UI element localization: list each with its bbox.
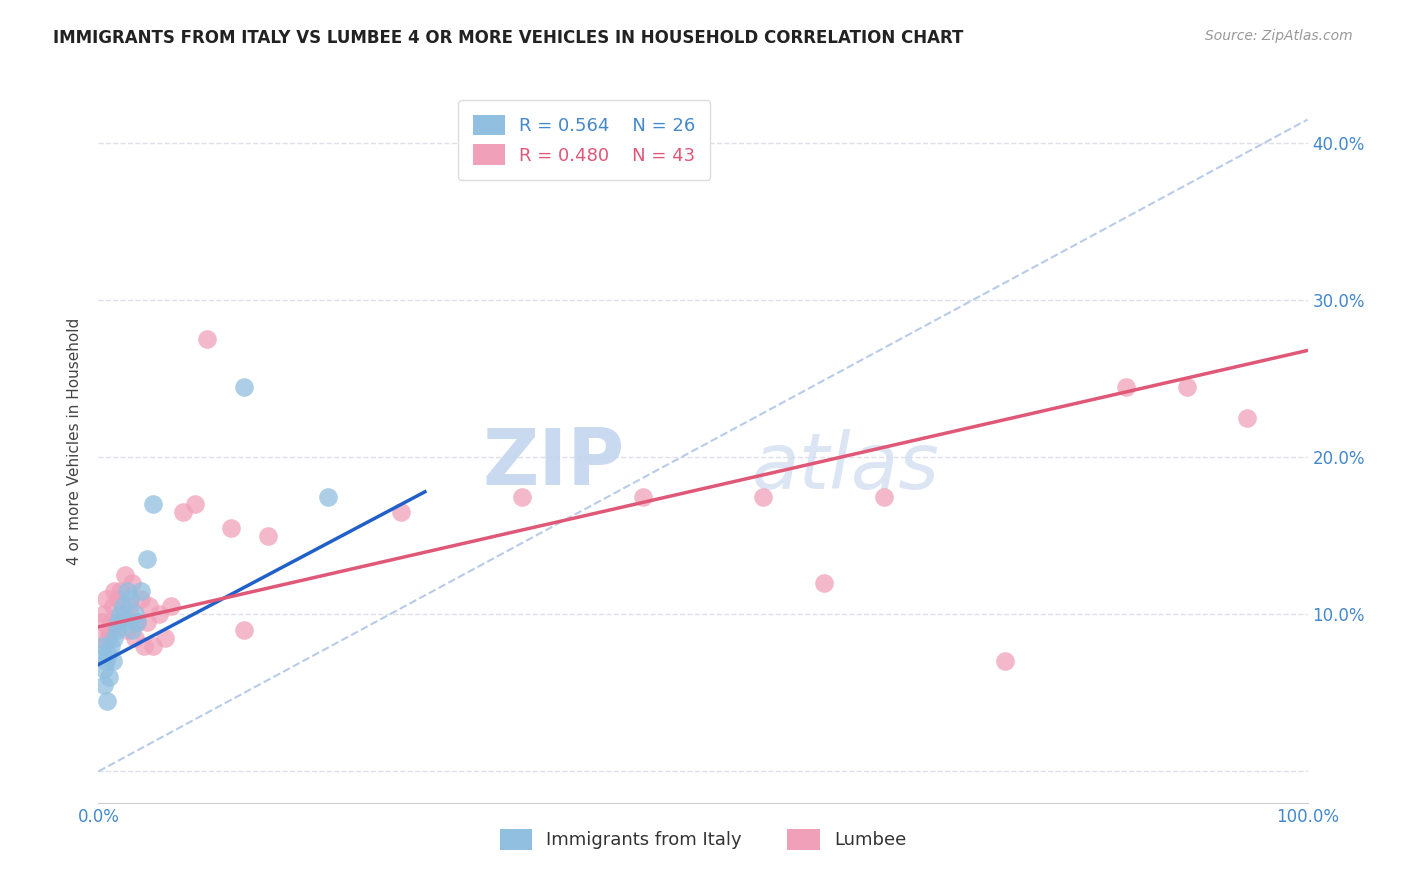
Point: [172, 505, 194, 519]
Point: [108, 607, 131, 622]
Point: [98, 670, 121, 684]
Point: [94, 591, 117, 606]
Point: [1236, 411, 1258, 425]
Point: [135, 615, 157, 630]
Point: [103, 631, 125, 645]
Text: IMMIGRANTS FROM ITALY VS LUMBEE 4 OR MORE VEHICLES IN HOUSEHOLD CORRELATION CHAR: IMMIGRANTS FROM ITALY VS LUMBEE 4 OR MOR…: [53, 29, 963, 46]
Point: [135, 552, 157, 566]
Point: [256, 529, 278, 543]
Point: [105, 623, 128, 637]
Point: [184, 497, 207, 511]
Point: [127, 615, 149, 630]
Point: [813, 575, 835, 590]
Point: [129, 591, 152, 606]
Point: [1115, 379, 1137, 393]
Point: [107, 591, 129, 606]
Point: [108, 583, 131, 598]
Point: [100, 639, 122, 653]
Point: [1175, 379, 1198, 393]
Point: [114, 568, 136, 582]
Point: [873, 490, 896, 504]
Point: [107, 615, 129, 630]
Point: [138, 599, 160, 614]
Point: [389, 505, 412, 519]
Point: [98, 623, 121, 637]
Text: Source: ZipAtlas.com: Source: ZipAtlas.com: [1205, 29, 1353, 43]
Point: [101, 599, 124, 614]
Point: [96, 694, 118, 708]
Point: [93, 678, 115, 692]
Point: [148, 607, 170, 622]
Point: [117, 623, 139, 637]
Point: [142, 497, 165, 511]
Point: [127, 615, 149, 630]
Point: [90, 647, 112, 661]
Point: [134, 639, 156, 653]
Point: [91, 639, 114, 653]
Text: atlas: atlas: [751, 429, 939, 505]
Point: [114, 615, 136, 630]
Point: [316, 490, 339, 504]
Point: [97, 647, 120, 661]
Point: [103, 583, 125, 598]
Point: [124, 631, 146, 645]
Point: [232, 623, 254, 637]
Point: [752, 490, 775, 504]
Point: [221, 521, 243, 535]
Point: [100, 615, 122, 630]
Point: [93, 607, 115, 622]
Point: [91, 615, 114, 630]
Point: [631, 490, 654, 504]
Point: [118, 599, 141, 614]
Point: [121, 623, 143, 637]
Point: [124, 607, 146, 622]
Point: [89, 631, 111, 645]
Point: [232, 379, 254, 393]
Legend: Immigrants from Italy, Lumbee: Immigrants from Italy, Lumbee: [486, 816, 920, 863]
Point: [94, 655, 117, 669]
Point: [97, 631, 120, 645]
Point: [105, 615, 128, 630]
Point: [153, 631, 176, 645]
Point: [129, 583, 152, 598]
Point: [195, 333, 218, 347]
Point: [117, 583, 139, 598]
Point: [142, 639, 165, 653]
Y-axis label: 4 or more Vehicles in Household: 4 or more Vehicles in Household: [67, 318, 83, 566]
Point: [101, 655, 124, 669]
Point: [118, 591, 141, 606]
Point: [510, 490, 533, 504]
Point: [93, 662, 115, 676]
Point: [994, 655, 1017, 669]
Point: [111, 599, 134, 614]
Text: ZIP: ZIP: [482, 425, 624, 501]
Point: [111, 607, 134, 622]
Point: [160, 599, 183, 614]
Point: [121, 575, 143, 590]
